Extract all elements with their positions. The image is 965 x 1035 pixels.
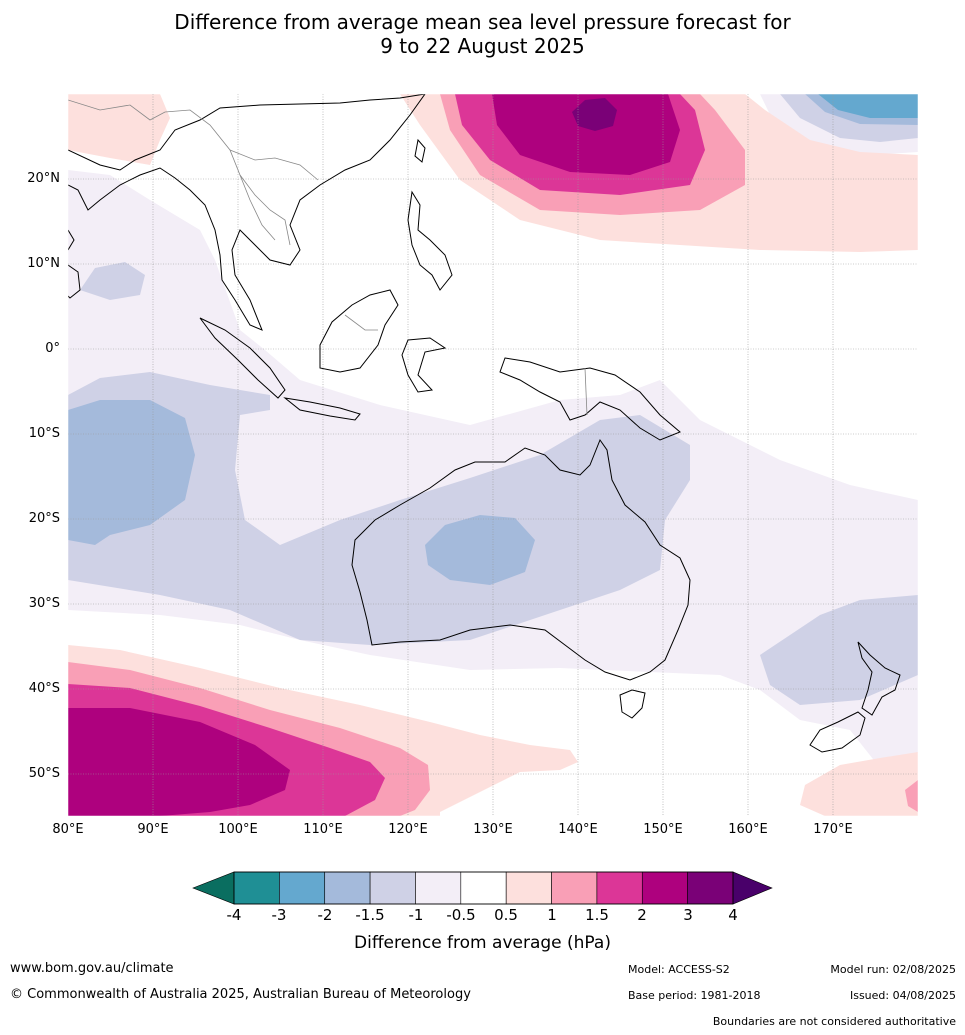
lat-label: 10°N	[27, 256, 60, 271]
coastline-sumatra	[199, 317, 286, 399]
anomaly-region-pale-pink	[800, 752, 918, 816]
lon-label: 130°E	[473, 822, 513, 837]
coastline-borneo	[319, 289, 399, 373]
footer-model: Model: ACCESS-S2	[628, 963, 730, 976]
colorbar-tick-label: -0.5	[446, 906, 476, 924]
colorbar-segment	[551, 871, 598, 905]
graticule	[68, 94, 918, 816]
anomaly-region-dark-magenta	[68, 708, 290, 816]
colorbar-tick-label: -1.5	[355, 906, 385, 924]
anomaly-region-blue-grey	[68, 372, 690, 645]
coastline-australia	[351, 438, 691, 681]
colorbar-tick-label: 0.5	[494, 906, 518, 924]
lon-label: 170°E	[813, 822, 853, 837]
footer-disclaimer: Boundaries are not considered authoritat…	[712, 1015, 956, 1028]
anomaly-region-purple	[572, 98, 617, 131]
footer-base-period: Base period: 1981-2018	[628, 989, 761, 1002]
coastline-new-guinea	[499, 357, 681, 441]
anomaly-region-pale-pink	[68, 94, 170, 165]
lon-label: 150°E	[643, 822, 683, 837]
footer-copyright: © Commonwealth of Australia 2025, Austra…	[10, 987, 471, 1002]
lat-label: 30°S	[28, 596, 60, 611]
map-field	[68, 94, 918, 816]
colorbar-segment	[369, 871, 416, 905]
lon-label: 110°E	[303, 822, 343, 837]
lon-label: 160°E	[728, 822, 768, 837]
anomaly-region-dark-magenta	[492, 94, 680, 175]
anomaly-region-blue	[425, 515, 535, 585]
anomaly-region-blue	[68, 400, 195, 545]
lon-label: 100°E	[218, 822, 258, 837]
coastline-taiwan	[414, 138, 426, 163]
anomaly-region-pink	[905, 780, 918, 812]
colorbar-title: Difference from average (hPa)	[354, 933, 611, 953]
colorbar-frame	[233, 871, 734, 905]
coastline-philippines	[407, 190, 453, 291]
map-title-line1: Difference from average mean sea level p…	[174, 10, 791, 34]
coastline-new-zealand-south	[809, 711, 866, 753]
footer-model-run: Model run: 02/08/2025	[830, 963, 956, 976]
lat-label: 20°S	[28, 511, 60, 526]
lon-label: 140°E	[558, 822, 598, 837]
colorbar-tick-label: 3	[683, 906, 693, 924]
colorbar-segment	[596, 871, 643, 905]
colorbar-tick-label: -1	[408, 906, 424, 924]
colorbar-tick-label: 2	[637, 906, 647, 924]
coastlines	[68, 94, 901, 753]
colorbar-segment	[505, 871, 552, 905]
coastline-sri-lanka	[68, 264, 81, 299]
coastline-new-zealand-north	[857, 641, 901, 716]
lat-label: 20°N	[27, 171, 60, 186]
colorbar-segment	[415, 871, 462, 905]
coastline-india-tip	[68, 229, 75, 251]
lat-label: 40°S	[28, 681, 60, 696]
colorbar-segment	[687, 871, 734, 905]
footer-issued: Issued: 04/08/2025	[849, 989, 956, 1002]
colorbar-segment	[279, 871, 326, 905]
lat-label: 10°S	[28, 426, 60, 441]
lon-label: 120°E	[388, 822, 428, 837]
colorbar-under-arrow	[192, 871, 235, 905]
colorbar-tick-label: -4	[226, 906, 242, 924]
lat-label: 50°S	[28, 766, 60, 781]
colorbar-tick-label: -2	[317, 906, 333, 924]
country-borders	[68, 99, 588, 416]
colorbar-tick-label: 1	[547, 906, 557, 924]
colorbar-over-arrow	[732, 871, 773, 905]
colorbar-tick-label: 4	[728, 906, 738, 924]
coastline-sulawesi	[401, 337, 447, 393]
anomaly-region-blue-grey	[760, 595, 918, 705]
footer-url: www.bom.gov.au/climate	[10, 961, 174, 976]
coastline-java	[283, 397, 361, 421]
colorbar-segment	[460, 871, 507, 905]
map-title-line2: 9 to 22 August 2025	[380, 34, 585, 58]
map-frame	[67, 93, 919, 817]
lat-label: 0°	[45, 341, 60, 356]
colorbar-tick-label: 1.5	[585, 906, 609, 924]
coastline-tasmania	[619, 689, 646, 719]
anomaly-region-blue-grey	[80, 262, 145, 300]
lon-label: 90°E	[137, 822, 169, 837]
map-title: Difference from average mean sea level p…	[0, 10, 965, 58]
colorbar	[192, 871, 773, 905]
colorbar-segment	[233, 871, 280, 905]
colorbar-tick-label: -3	[271, 906, 287, 924]
coastline-asia-mainland	[68, 94, 426, 331]
colorbar-segment	[641, 871, 688, 905]
colorbar-segment	[324, 871, 371, 905]
anomaly-region-mid-blue	[818, 94, 918, 118]
lon-label: 80°E	[52, 822, 84, 837]
